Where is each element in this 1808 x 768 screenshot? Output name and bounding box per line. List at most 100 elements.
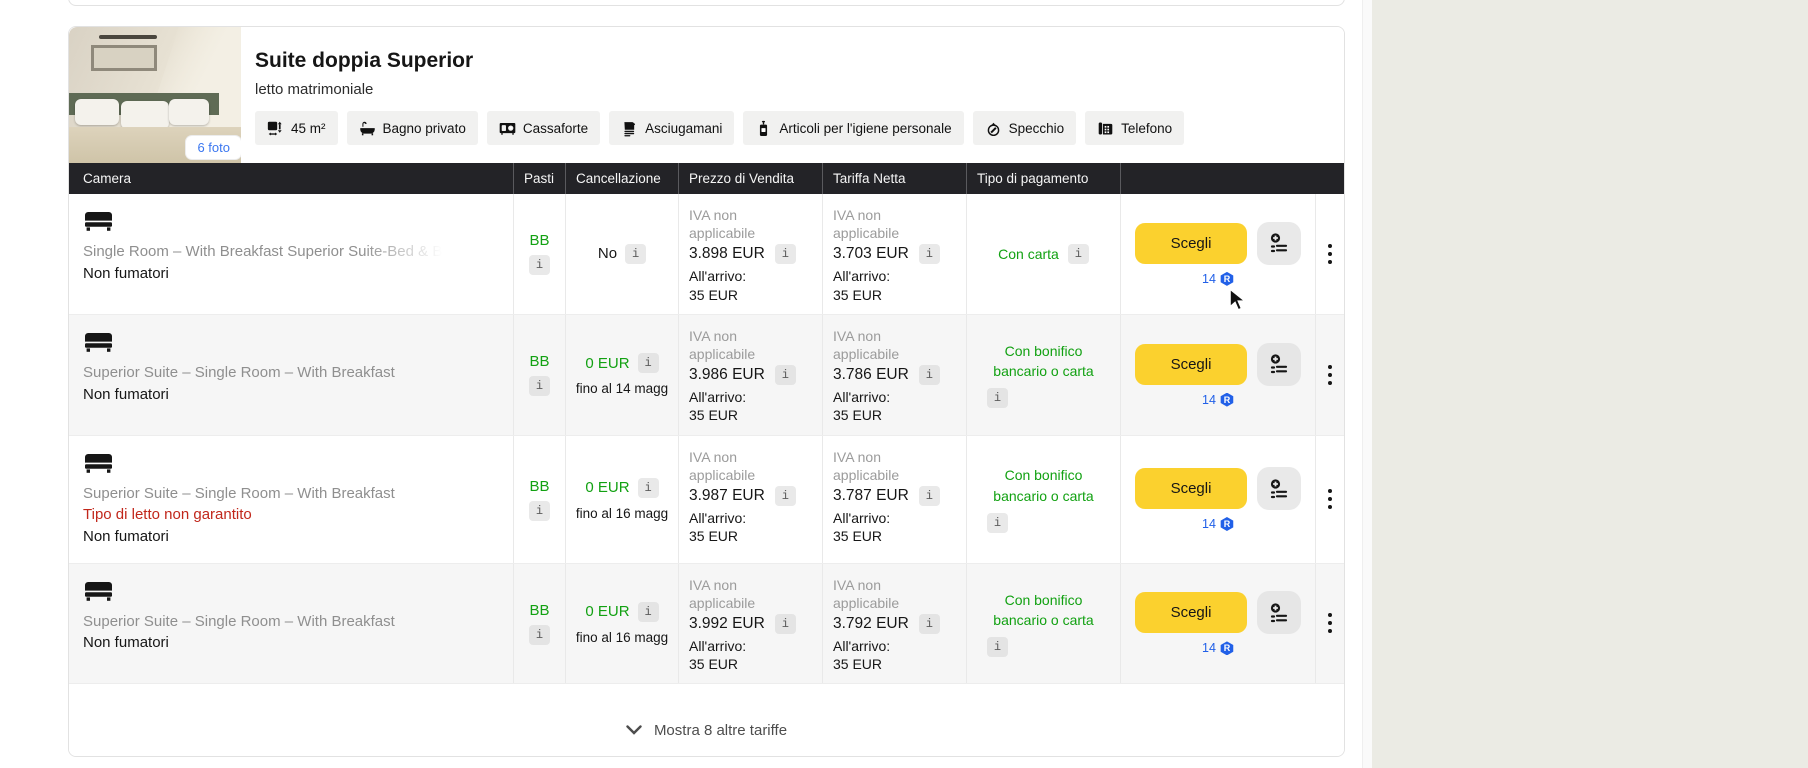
previous-room-card-edge (68, 0, 1345, 6)
smoking-note: Non fumatori (83, 634, 169, 652)
info-icon[interactable]: i (987, 388, 1008, 409)
add-to-list-button[interactable] (1257, 342, 1301, 386)
cell-cancellation: No i (566, 194, 679, 314)
amenity-private-bathroom: Bagno privato (346, 111, 478, 145)
info-icon[interactable]: i (774, 613, 796, 634)
cancellation-deadline: fino al 14 magg (575, 381, 669, 397)
vat-note: IVA non applicabile (689, 327, 756, 362)
column-header-pagamento: Tipo di pagamento (967, 163, 1121, 194)
info-icon[interactable]: i (1067, 243, 1089, 264)
photo-count-badge[interactable]: 6 foto (186, 136, 241, 159)
info-icon[interactable]: i (529, 255, 550, 276)
arrival-value: 35 EUR (689, 286, 739, 303)
arrival-value: 35 EUR (833, 407, 883, 424)
bathtub-icon (359, 121, 375, 135)
info-icon[interactable]: i (774, 485, 796, 506)
rewards-icon: R (1220, 392, 1234, 407)
info-icon[interactable]: i (918, 244, 940, 265)
info-icon[interactable]: i (987, 512, 1008, 533)
cell-payment-type: Con bonifico bancario o carta i (967, 563, 1121, 684)
cell-camera: Single Room – With Breakfast Superior Su… (69, 194, 514, 314)
info-icon[interactable]: i (637, 353, 659, 374)
info-icon[interactable]: i (529, 376, 550, 397)
row-menu-button[interactable] (1316, 194, 1344, 314)
toiletries-icon (760, 120, 768, 136)
sale-price-value: 3.992 EUR (689, 614, 765, 632)
choose-button[interactable]: Scegli (1135, 343, 1247, 385)
arrival-value: 35 EUR (833, 286, 883, 303)
column-header-camera: Camera (69, 163, 514, 194)
payment-type: Con bonifico bancario o carta (993, 467, 1094, 504)
points-badge[interactable]: 14 R (1202, 392, 1234, 407)
add-to-list-button[interactable] (1257, 467, 1301, 510)
cancellation-deadline: fino al 16 magg (575, 505, 669, 521)
sale-price-value: 3.987 EUR (689, 486, 765, 504)
page-background (1372, 0, 1808, 768)
cell-payment-type: Con bonifico bancario o carta i (967, 435, 1121, 563)
info-icon[interactable]: i (529, 624, 550, 645)
cell-net-rate: IVA non applicabile 3.703 EUR i All'arri… (823, 194, 967, 314)
payment-type: Con carta (998, 245, 1059, 262)
show-more-rates[interactable]: Mostra 8 altre tariffe (69, 704, 1344, 756)
points-badge[interactable]: 14 R (1202, 271, 1234, 286)
vat-note: IVA non applicabile (689, 576, 756, 611)
photo-pillow (75, 99, 119, 125)
info-icon[interactable]: i (637, 477, 659, 498)
cell-sale-price: IVA non applicabile 3.987 EUR i All'arri… (679, 435, 823, 563)
info-icon[interactable]: i (918, 365, 940, 386)
smoking-note: Non fumatori (83, 385, 169, 403)
cell-actions: Scegli 14 R (1121, 435, 1316, 563)
row-menu-button[interactable] (1316, 436, 1344, 563)
amenity-toiletries: Articoli per l'igiene personale (743, 111, 964, 145)
points-badge[interactable]: 14 R (1202, 517, 1234, 531)
column-header-cancellazione: Cancellazione (566, 163, 679, 194)
cancellation-deadline: fino al 16 magg (575, 629, 669, 645)
kebab-menu-icon (1328, 613, 1332, 634)
arrival-label: All'arrivo: (689, 509, 747, 526)
add-to-list-button[interactable] (1257, 221, 1301, 265)
cell-cancellation: 0 EUR i fino al 16 magg (566, 563, 679, 684)
add-to-list-button[interactable] (1257, 591, 1301, 635)
net-rate-value: 3.787 EUR (833, 486, 909, 504)
photo-lamp (99, 35, 157, 39)
info-icon[interactable]: i (529, 500, 550, 521)
info-icon[interactable]: i (774, 244, 796, 265)
board-code: BB (529, 601, 550, 619)
info-icon[interactable]: i (987, 637, 1008, 658)
net-rate-value: 3.792 EUR (833, 614, 909, 632)
cell-net-rate: IVA non applicabile 3.786 EUR i All'arri… (823, 314, 967, 435)
page-scroll-edge[interactable] (1362, 0, 1372, 768)
info-icon[interactable]: i (774, 365, 796, 386)
cell-board: BB i (514, 314, 566, 435)
room-photo[interactable]: 6 foto (69, 27, 241, 163)
vat-note: IVA non applicabile (833, 448, 900, 483)
arrival-value: 35 EUR (689, 528, 739, 545)
kebab-menu-icon (1328, 489, 1332, 509)
vat-note: IVA non applicabile (833, 327, 900, 362)
points-badge[interactable]: 14 R (1202, 641, 1234, 656)
choose-button[interactable]: Scegli (1135, 222, 1247, 264)
rate-row: Superior Suite – Single Room – With Brea… (69, 563, 1344, 685)
sale-price-value: 3.986 EUR (689, 366, 765, 384)
info-icon[interactable]: i (625, 243, 647, 264)
choose-button[interactable]: Scegli (1135, 468, 1247, 509)
vat-note: IVA non applicabile (689, 207, 756, 242)
cell-payment-type: Con carta i (967, 194, 1121, 314)
row-menu-button[interactable] (1316, 315, 1344, 435)
info-icon[interactable]: i (637, 601, 659, 622)
cell-board: BB i (514, 563, 566, 684)
rate-name: Superior Suite – Single Room – With Brea… (83, 363, 395, 381)
text-fade (362, 241, 443, 263)
arrival-label: All'arrivo: (833, 268, 891, 285)
arrival-label: All'arrivo: (833, 637, 891, 654)
kebab-menu-icon (1328, 243, 1332, 264)
info-icon[interactable]: i (918, 613, 940, 634)
payment-type: Con bonifico bancario o carta (993, 342, 1094, 380)
room-title: Suite doppia Superior (255, 49, 474, 72)
photo-pillow (169, 99, 209, 125)
row-menu-button[interactable] (1316, 564, 1344, 684)
choose-button[interactable]: Scegli (1135, 592, 1247, 634)
info-icon[interactable]: i (918, 485, 940, 506)
rate-row: Superior Suite – Single Room – With Brea… (69, 435, 1344, 564)
cell-net-rate: IVA non applicabile 3.787 EUR i All'arri… (823, 435, 967, 563)
